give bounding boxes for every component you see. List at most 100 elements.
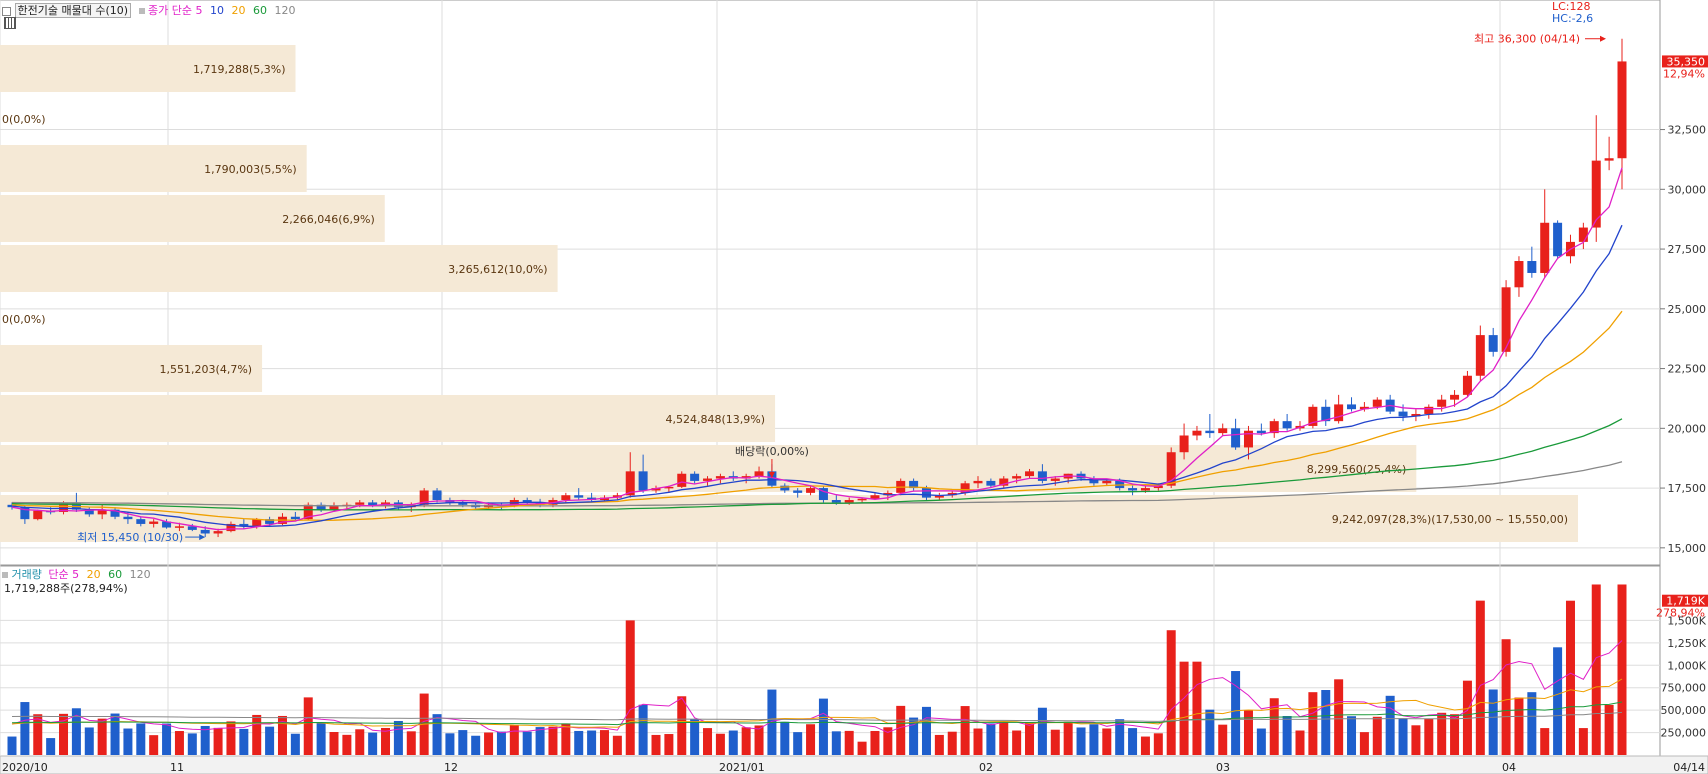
volume-bar: [1179, 661, 1189, 755]
candle-body: [1256, 430, 1266, 434]
volume-bar: [1527, 692, 1537, 755]
table-grid-icon[interactable]: [4, 17, 16, 32]
candle-body: [587, 497, 597, 501]
volume-profile-label: 8,299,560(25,4%): [1307, 463, 1407, 476]
candle-body: [947, 492, 957, 496]
candle-body: [1347, 404, 1357, 410]
volume-profile-bar: [0, 195, 385, 242]
volume-bar: [1359, 732, 1369, 755]
legend-square-icon: [2, 572, 8, 578]
price-tick-label: 25,000: [1668, 303, 1707, 316]
ma20-period: 20: [231, 4, 246, 17]
candle-body: [1205, 430, 1215, 434]
volume-bar: [252, 714, 262, 755]
candle-body: [1243, 430, 1253, 448]
candle-body: [754, 471, 764, 477]
candle-body: [187, 526, 197, 530]
volume-profile-label: 1,551,203(4,7%): [160, 363, 253, 376]
ma60-line: [11, 418, 1623, 511]
x-tick-label: 02: [979, 761, 993, 774]
candle-body: [329, 506, 339, 510]
volume-bar: [1025, 722, 1035, 755]
price-ma-label: 종가 단순: [148, 4, 193, 17]
vol-ma20-period: 20: [86, 568, 101, 581]
volume-bar: [1166, 630, 1176, 755]
candle-body: [561, 495, 571, 501]
ma5-line: [11, 167, 1623, 531]
vol-ma60-period: 60: [108, 568, 123, 581]
candle-body: [1591, 160, 1601, 228]
candle-body: [265, 519, 275, 524]
candle-body: [1089, 478, 1099, 484]
x-tick-label: 03: [1216, 761, 1230, 774]
volume-bar: [290, 733, 300, 755]
volume-bar: [831, 731, 841, 755]
ma10-line: [11, 224, 1623, 527]
volume-bar: [226, 721, 236, 755]
x-tick-label: 04/14: [1673, 761, 1705, 774]
chart-title[interactable]: 한전기술 매물대 수(10): [14, 3, 132, 18]
high-arrow-icon: [1600, 35, 1606, 42]
volume-bar: [174, 731, 184, 755]
volume-profile-bar: [0, 145, 307, 192]
candle-body: [355, 502, 365, 505]
x-tick-label: 2021/01: [719, 761, 765, 774]
volume-bar: [303, 697, 313, 755]
candle-body: [290, 516, 300, 520]
volume-bar: [587, 730, 597, 755]
volume-bar: [1462, 680, 1472, 755]
volume-bar: [1604, 704, 1614, 755]
candle-body: [909, 480, 919, 489]
volume-bar: [1295, 730, 1305, 755]
candle-body: [1437, 399, 1447, 407]
volume-bar: [1243, 710, 1253, 755]
candle-body: [1166, 452, 1176, 486]
candle-body: [1012, 476, 1022, 479]
volume-profile-label: 9,242,097(28,3%)(17,530,00 ~ 15,550,00): [1332, 513, 1568, 526]
candle-body: [303, 504, 313, 520]
ma60-period: 60: [253, 4, 268, 17]
candle-body: [33, 510, 43, 520]
volume-bar: [1231, 671, 1241, 755]
volume-bar: [1565, 600, 1575, 755]
price-tick-label: 27,500: [1668, 243, 1707, 256]
volume-bar: [59, 713, 69, 755]
volume-tick-label: 1,000K: [1667, 659, 1706, 672]
candle-body: [1179, 435, 1189, 453]
low-arrow-icon: [199, 534, 206, 541]
vol-ma5-period: 5: [72, 568, 80, 581]
price-tick-label: 22,500: [1668, 363, 1707, 376]
title-box-icon[interactable]: [2, 6, 11, 16]
volume-bar: [780, 721, 790, 755]
volume-bar: [561, 723, 571, 755]
volume-bar: [342, 734, 352, 755]
dividend-annotation: 배당락(0,00%): [735, 445, 809, 458]
candle-body: [1282, 421, 1292, 429]
volume-tick-label: 1,250K: [1667, 637, 1706, 650]
volume-bar: [1450, 714, 1460, 755]
volume-ma60-line: [11, 701, 1623, 726]
candle-body: [1050, 478, 1060, 481]
candle-body: [1527, 261, 1537, 273]
volume-bar: [1437, 712, 1447, 755]
candle-body: [174, 526, 184, 528]
volume-tick-label: 1,500K: [1667, 614, 1706, 627]
volume-bar: [329, 732, 339, 755]
volume-ma120-line: [11, 711, 1623, 722]
volume-bar: [715, 733, 725, 755]
candle-body: [1540, 222, 1550, 273]
volume-profile-bar: [0, 445, 1417, 492]
candle-body: [973, 480, 983, 484]
candle-body: [818, 488, 828, 501]
volume-profile-bar: [0, 245, 558, 292]
volume-bar: [1501, 639, 1511, 755]
candle-body: [1102, 480, 1112, 484]
candle-body: [1218, 428, 1228, 434]
volume-bar: [870, 730, 880, 755]
volume-bar: [123, 728, 133, 755]
volume-ma5-line: [11, 640, 1623, 734]
candle-body: [239, 523, 249, 527]
dividend-arrow-icon: [768, 472, 775, 478]
volume-bar: [136, 723, 146, 755]
